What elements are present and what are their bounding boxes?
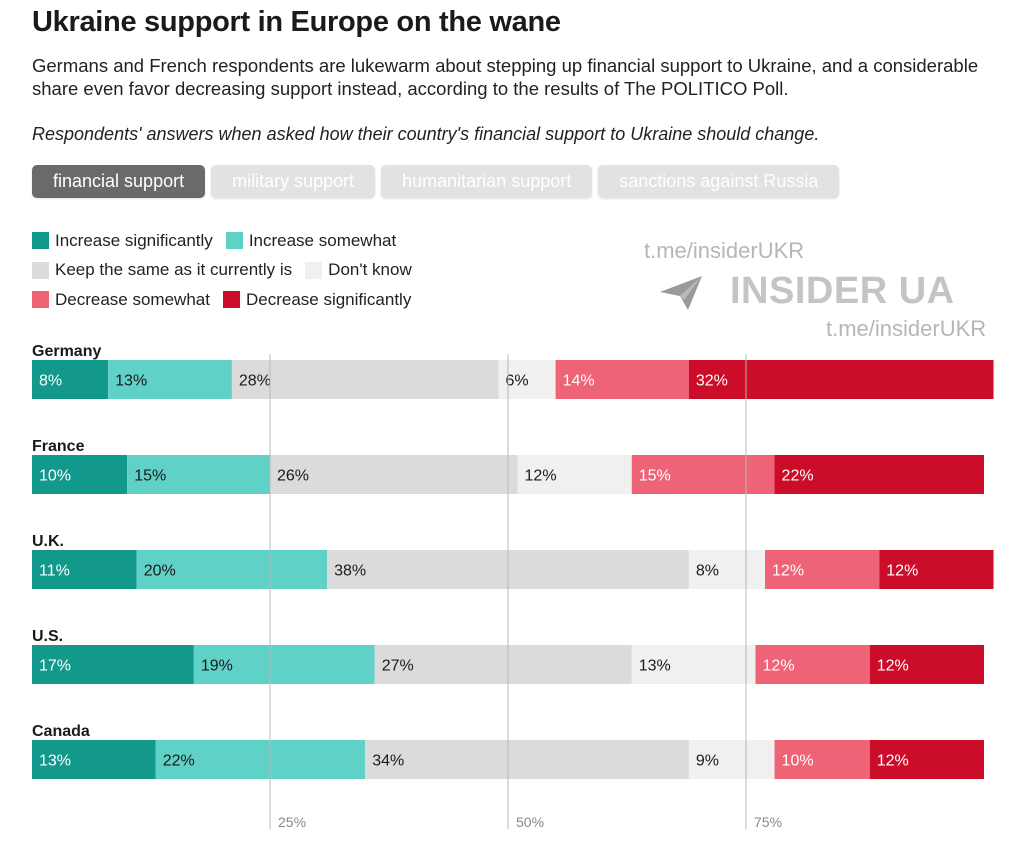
data-label: 14% bbox=[563, 373, 595, 390]
data-label: 28% bbox=[239, 373, 271, 390]
data-label: 13% bbox=[39, 753, 71, 770]
legend-item-increase-significantly: Increase significantly bbox=[32, 231, 213, 251]
chart-note: Respondents' answers when asked how thei… bbox=[32, 124, 820, 144]
data-label: 12% bbox=[877, 753, 909, 770]
legend-label: Don't know bbox=[328, 260, 412, 280]
data-label: 12% bbox=[877, 658, 909, 675]
data-label: 38% bbox=[334, 563, 366, 580]
bar-segment bbox=[32, 455, 128, 494]
tick-label: 50% bbox=[516, 814, 544, 830]
bar-segment bbox=[631, 645, 756, 684]
bar-segment bbox=[32, 740, 156, 779]
data-label: 8% bbox=[696, 563, 719, 580]
bar-segment bbox=[774, 740, 870, 779]
data-label: 13% bbox=[115, 373, 147, 390]
bar-segment bbox=[765, 550, 880, 589]
watermark-link-top: t.me/insiderUKR bbox=[644, 238, 805, 263]
legend-label: Increase somewhat bbox=[248, 230, 397, 250]
bar-segment bbox=[108, 360, 232, 399]
country-label: France bbox=[32, 438, 85, 455]
data-label: 26% bbox=[277, 468, 309, 485]
country-label: Canada bbox=[32, 723, 90, 740]
data-label: 20% bbox=[144, 563, 176, 580]
bar-segment bbox=[555, 360, 689, 399]
stacked-bar-chart: Germany 8% 13% 28% 6% 14% 32% France 10% 15% 26% 12… bbox=[32, 343, 994, 830]
legend-item-decrease-significantly: Decrease significantly bbox=[222, 289, 412, 310]
tab-humanitarian-support[interactable]: humanitarian support bbox=[381, 165, 593, 198]
bar-segment bbox=[631, 455, 775, 494]
bar-segment bbox=[127, 455, 270, 494]
bar-segment bbox=[755, 645, 870, 684]
legend-swatch bbox=[32, 291, 49, 309]
tab-sanctions-against-russia[interactable]: sanctions against Russia bbox=[598, 165, 840, 198]
insider-ua-watermark: t.me/insiderUKR INSIDER UA t.me/insiderU… bbox=[640, 232, 1010, 344]
legend-label: Decrease somewhat bbox=[55, 289, 210, 309]
bar-segment bbox=[32, 645, 194, 684]
data-label: 9% bbox=[696, 753, 719, 770]
data-label: 12% bbox=[886, 563, 918, 580]
tab-financial-support[interactable]: financial support bbox=[32, 165, 206, 198]
legend-label: Decrease significantly bbox=[245, 289, 412, 309]
bar-segment bbox=[869, 740, 984, 779]
legend-swatch bbox=[222, 291, 240, 309]
support-type-tabs: financial support military support human… bbox=[32, 165, 840, 198]
bar-segment bbox=[32, 360, 109, 399]
data-label: 10% bbox=[782, 753, 814, 770]
chart-title: Ukraine support in Europe on the wane bbox=[32, 6, 561, 38]
country-label: U.K. bbox=[32, 533, 64, 550]
bar-segment bbox=[517, 455, 632, 494]
data-label: 15% bbox=[134, 468, 166, 485]
legend-item-dont-know: Don't know bbox=[305, 260, 412, 280]
bar-segment bbox=[270, 455, 518, 494]
data-label: 19% bbox=[201, 658, 233, 675]
watermark-brand: INSIDER UA bbox=[730, 270, 955, 312]
bar-segment bbox=[879, 550, 994, 589]
bar-segment bbox=[231, 360, 499, 399]
chart-subtitle: Germans and French respondents are lukew… bbox=[32, 55, 979, 99]
bar-segment bbox=[193, 645, 375, 684]
data-label: 6% bbox=[505, 373, 528, 390]
bar-segment bbox=[374, 645, 632, 684]
data-label: 22% bbox=[163, 753, 195, 770]
data-label: 8% bbox=[39, 373, 62, 390]
data-label: 12% bbox=[525, 468, 557, 485]
data-label: 12% bbox=[763, 658, 795, 675]
bar-segment bbox=[774, 455, 984, 494]
legend-swatch bbox=[225, 232, 243, 250]
bar-segment bbox=[32, 550, 137, 589]
chart-legend: Increase significantly Increase somewhat… bbox=[32, 226, 425, 315]
data-label: 27% bbox=[382, 658, 414, 675]
country-label: U.S. bbox=[32, 628, 63, 645]
data-label: 12% bbox=[772, 563, 804, 580]
telegram-icon bbox=[660, 276, 702, 310]
data-label: 34% bbox=[372, 753, 404, 770]
bar-segment bbox=[155, 740, 366, 779]
bar-segment bbox=[688, 550, 766, 589]
bar-segment bbox=[869, 645, 984, 684]
bar-segment bbox=[136, 550, 328, 589]
data-label: 17% bbox=[39, 658, 71, 675]
data-label: 15% bbox=[639, 468, 671, 485]
country-label: Germany bbox=[32, 343, 101, 360]
data-label: 22% bbox=[782, 468, 814, 485]
data-label: 10% bbox=[39, 468, 71, 485]
legend-item-increase-somewhat: Increase somewhat bbox=[225, 230, 397, 251]
bar-segment bbox=[365, 740, 689, 779]
bar-segment bbox=[688, 360, 994, 399]
legend-label: Increase significantly bbox=[55, 230, 213, 250]
data-label: 11% bbox=[39, 563, 70, 580]
tick-label: 75% bbox=[754, 814, 782, 830]
legend-item-decrease-somewhat: Decrease somewhat bbox=[32, 290, 210, 310]
bar-segment bbox=[688, 740, 775, 779]
tick-label: 25% bbox=[278, 814, 306, 830]
legend-label: Keep the same as it currently is bbox=[55, 260, 293, 280]
legend-item-keep-the-same: Keep the same as it currently is bbox=[32, 260, 292, 280]
data-label: 13% bbox=[639, 658, 671, 675]
data-label: 32% bbox=[696, 373, 728, 390]
legend-swatch bbox=[305, 261, 323, 279]
legend-swatch bbox=[32, 232, 49, 250]
watermark-link-bottom: t.me/insiderUKR bbox=[826, 316, 987, 341]
legend-swatch bbox=[32, 261, 49, 279]
tab-military-support[interactable]: military support bbox=[211, 165, 376, 198]
